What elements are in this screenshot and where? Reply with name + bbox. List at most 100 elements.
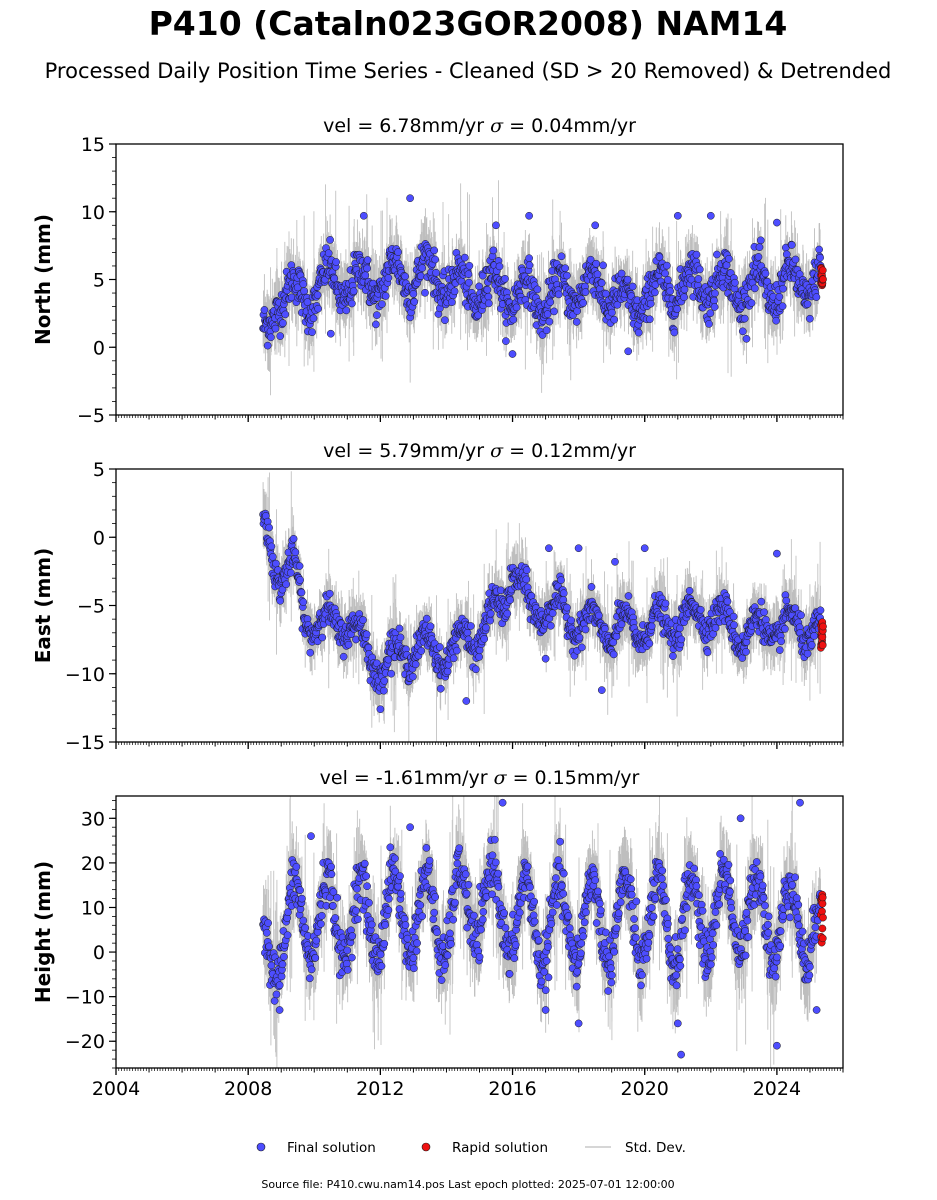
final-point (812, 293, 821, 301)
final-point (343, 946, 352, 955)
final-point (534, 936, 543, 945)
final-point (726, 876, 735, 885)
final-point (377, 962, 386, 970)
final-point (305, 974, 314, 983)
final-point (401, 921, 410, 929)
final-point (260, 306, 269, 314)
final-point (762, 615, 770, 624)
final-point (794, 913, 802, 922)
final-point (798, 927, 807, 936)
final-point (466, 622, 475, 630)
final-point (556, 837, 564, 846)
panel-height: vel = -1.61mm/yr σ = 0.15mm/yr Height (mm… (31, 767, 844, 1100)
final-point (373, 311, 381, 319)
final-point (349, 287, 358, 296)
y-tick-label: 30 (81, 808, 105, 830)
final-point (478, 915, 487, 924)
final-point (362, 630, 371, 639)
final-point (275, 981, 284, 990)
y-tick-label: −15 (65, 732, 105, 754)
plot-area-north (259, 180, 827, 396)
final-point (276, 596, 285, 605)
final-point (271, 324, 280, 333)
final-point (526, 883, 534, 891)
final-point (540, 968, 549, 976)
final-point (806, 962, 814, 971)
final-point (426, 622, 435, 631)
legend-marker-rapid (421, 1142, 431, 1152)
legend-label-rapid: Rapid solution (452, 1140, 548, 1156)
final-point (490, 835, 499, 844)
final-point (708, 929, 717, 938)
final-point (794, 921, 803, 930)
final-point (489, 246, 498, 255)
final-point (607, 978, 616, 987)
legend-label-sd: Std. Dev. (625, 1140, 686, 1156)
final-point (610, 315, 619, 324)
final-point (501, 924, 510, 932)
final-point (297, 588, 306, 597)
final-point (779, 284, 787, 293)
final-point (437, 976, 446, 984)
final-point (744, 933, 753, 941)
final-point (432, 268, 440, 277)
final-point (705, 320, 713, 328)
final-point-outlier (574, 544, 583, 553)
final-point (716, 850, 724, 858)
final-point (501, 274, 509, 283)
final-point (572, 982, 581, 991)
final-point (512, 303, 521, 312)
final-point (669, 652, 677, 660)
final-point (604, 987, 613, 995)
final-point (673, 305, 681, 313)
final-point (299, 916, 308, 925)
y-tick-label: −5 (77, 405, 105, 427)
final-point (617, 620, 626, 629)
final-point (558, 882, 566, 890)
final-point (435, 643, 444, 651)
final-point (713, 250, 721, 259)
final-point (810, 632, 818, 640)
final-point (412, 947, 421, 955)
final-point (661, 599, 670, 608)
final-point-outlier (541, 654, 550, 663)
final-point (353, 884, 361, 893)
final-point (754, 253, 763, 261)
source-footer: Source file: P410.cwu.nam14.pos Last epo… (261, 1178, 674, 1191)
plot-area-height (259, 796, 827, 1068)
final-point (431, 255, 440, 264)
final-point (803, 300, 812, 308)
y-axis-label-east: East (mm) (31, 548, 55, 664)
final-point (607, 964, 615, 973)
final-point (658, 866, 667, 875)
figure-title: P410 (Cataln023GOR2008) NAM14 (149, 4, 788, 43)
std-dev-bars-height (262, 796, 821, 1068)
final-point (743, 916, 752, 925)
x-tick-label: 2012 (356, 1078, 404, 1100)
final-point (342, 306, 351, 315)
final-point (676, 955, 684, 964)
final-point (710, 303, 719, 311)
final-point (373, 659, 381, 668)
final-point (523, 862, 532, 871)
final-point (788, 881, 797, 889)
final-point (479, 908, 488, 916)
final-point (384, 274, 393, 282)
final-point (775, 292, 784, 301)
final-point (655, 253, 664, 261)
final-point (544, 943, 552, 951)
final-point (595, 611, 603, 620)
final-point (461, 870, 470, 879)
final-point (410, 297, 419, 306)
final-point (630, 915, 638, 923)
final-point (430, 908, 439, 917)
final-point (472, 665, 480, 674)
final-point (500, 909, 508, 917)
final-point (312, 936, 321, 945)
x-ticks-east (115, 742, 844, 749)
rapid-point (819, 275, 827, 284)
final-point (707, 953, 716, 962)
final-point (431, 893, 440, 901)
final-point (333, 893, 341, 902)
final-point (395, 624, 404, 633)
